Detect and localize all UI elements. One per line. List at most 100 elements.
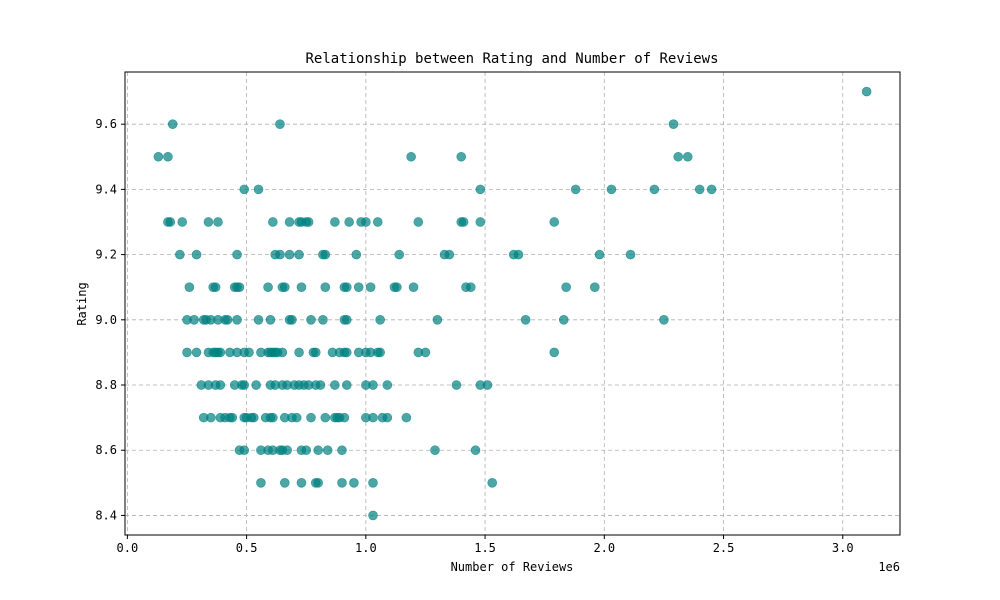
scatter-point: [210, 282, 221, 292]
y-tick-label: 9.6: [95, 117, 117, 131]
scatter-point: [268, 217, 278, 227]
scatter-point: [594, 249, 605, 260]
scatter-point: [296, 282, 307, 292]
scatter-point: [315, 380, 326, 390]
scatter-point: [353, 282, 364, 292]
scatter-point: [291, 412, 302, 423]
scatter-point: [256, 478, 266, 488]
scatter-point: [153, 151, 164, 162]
x-tick-label: 0.5: [236, 541, 258, 555]
scatter-point: [277, 347, 288, 358]
x-tick-label: 2.5: [713, 541, 735, 555]
scatter-point: [408, 282, 419, 292]
scatter-point: [279, 478, 290, 488]
scatter-point: [279, 282, 290, 292]
scatter-point: [682, 151, 693, 162]
scatter-point: [589, 282, 600, 292]
scatter-point: [234, 282, 245, 292]
scatter-point: [301, 445, 312, 456]
scatter-point: [320, 249, 331, 260]
scatter-point: [244, 347, 254, 358]
scatter-point: [303, 217, 314, 227]
scatter-point: [263, 282, 273, 292]
x-tick-label: 0.0: [117, 541, 139, 555]
scatter-point: [322, 445, 333, 456]
scatter-point: [313, 478, 323, 488]
scatter-point: [401, 412, 412, 423]
scatter-point: [365, 282, 376, 292]
scatter-point: [320, 412, 331, 423]
scatter-point: [470, 445, 481, 456]
x-axis-label: Number of Reviews: [451, 560, 574, 574]
scatter-point: [375, 315, 385, 325]
scatter-point: [341, 347, 352, 358]
scatter-point: [313, 445, 323, 456]
axis-ticks: 0.0 0.5 1.0 1.5 2.0 2.5 3.0 8.4 8.6 8.8 9.0 9.2 9.4 9…: [95, 117, 853, 555]
scatter-point: [177, 217, 188, 227]
scatter-point: [368, 412, 378, 423]
scatter-point: [375, 347, 385, 358]
scatter-point: [444, 249, 455, 260]
y-tick-label: 8.6: [95, 443, 117, 457]
scatter-point: [330, 380, 340, 390]
scatter-point: [394, 249, 405, 260]
scatter-point: [222, 315, 233, 325]
scatter-point: [659, 315, 669, 325]
scatter-point: [406, 151, 416, 162]
scatter-point: [275, 119, 285, 129]
scatter-point: [368, 478, 378, 488]
scatter-point: [482, 380, 493, 390]
y-tick-label: 9.4: [95, 182, 117, 196]
scatter-point: [184, 282, 195, 292]
y-tick-label: 8.8: [95, 378, 117, 392]
scatter-point: [382, 412, 393, 423]
scatter-point: [420, 347, 431, 358]
scatter-point: [606, 184, 617, 195]
scatter-point: [372, 217, 383, 227]
scatter-point: [520, 315, 531, 325]
scatter-point: [165, 217, 176, 227]
scatter-point: [451, 380, 462, 390]
scatter-point: [513, 249, 524, 260]
scatter-point: [694, 184, 705, 195]
scatter-point: [265, 315, 276, 325]
scatter-point: [341, 315, 352, 325]
scatter-point: [475, 217, 486, 227]
scatter-point: [310, 347, 321, 358]
scatter-point: [239, 445, 250, 456]
y-tick-label: 9.2: [95, 248, 117, 262]
x-tick-label: 1.5: [474, 541, 496, 555]
scatter-point: [232, 249, 242, 260]
scatter-point: [570, 184, 581, 195]
scatter-point: [706, 184, 717, 195]
scatter-point: [673, 151, 684, 162]
scatter-point: [253, 315, 264, 325]
scatter-point: [625, 249, 636, 260]
scatter-point: [349, 478, 359, 488]
scatter-point: [296, 478, 307, 488]
plot-area-frame: [124, 71, 901, 536]
x-axis-offset-label: 1e6: [878, 560, 900, 574]
scatter-point: [561, 282, 571, 292]
y-tick-label: 8.4: [95, 508, 117, 522]
scatter-point: [213, 217, 223, 227]
scatter-point: [294, 249, 304, 260]
x-tick-label: 3.0: [832, 541, 854, 555]
scatter-point: [248, 412, 259, 423]
scatter-point: [861, 86, 872, 97]
scatter-point: [318, 315, 328, 325]
scatter-point: [191, 347, 202, 358]
scatter-point: [368, 380, 378, 390]
scatter-point: [337, 478, 347, 488]
scatter-point: [215, 380, 226, 390]
scatter-point: [458, 217, 469, 227]
data-points: [153, 86, 872, 521]
scatter-point: [549, 347, 560, 358]
scatter-point: [182, 347, 192, 358]
x-tick-label: 2.0: [593, 541, 615, 555]
scatter-point: [175, 249, 185, 260]
scatter-point: [239, 184, 250, 195]
scatter-point: [558, 315, 569, 325]
scatter-point: [253, 184, 264, 195]
